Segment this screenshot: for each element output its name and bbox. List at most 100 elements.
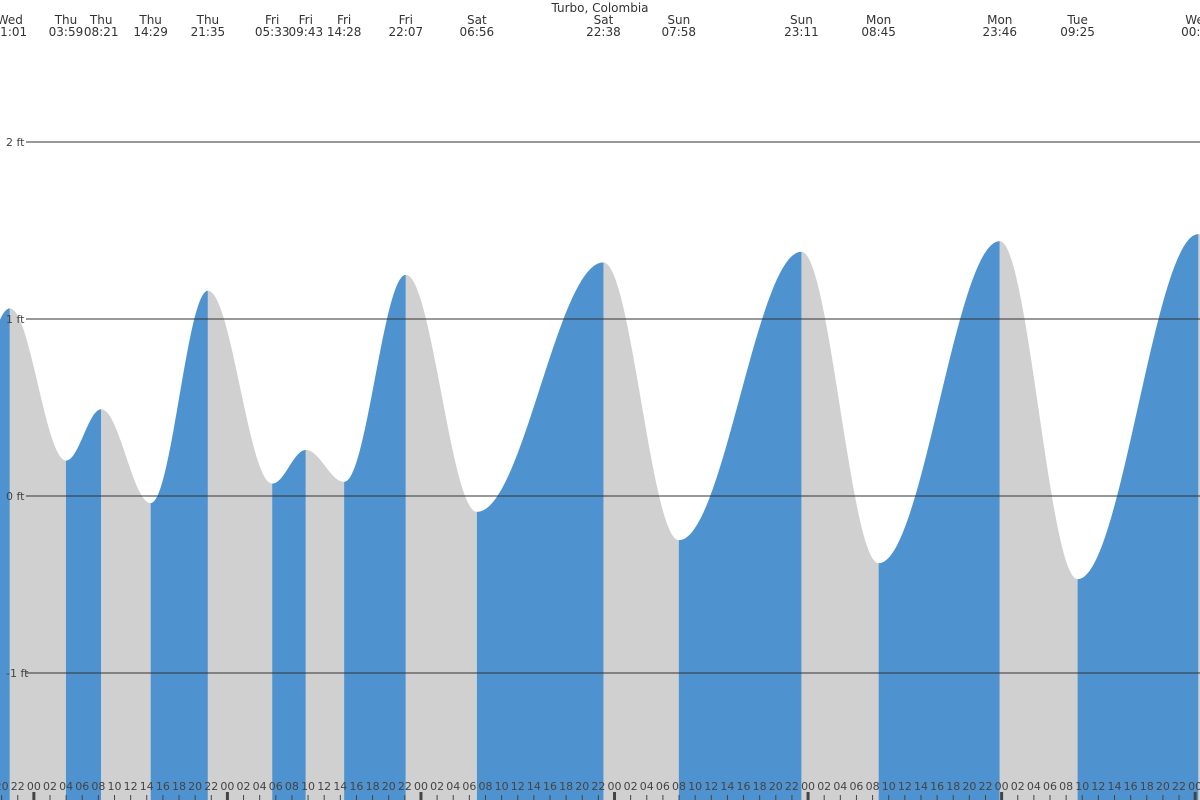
extreme-day-label: Fri: [265, 13, 279, 27]
hour-tick-label: 08: [478, 780, 492, 793]
hour-tick-label: 04: [253, 780, 267, 793]
hour-tick-label: 22: [591, 780, 605, 793]
extreme-time-label: 14:28: [327, 25, 362, 39]
hour-tick-label: 20: [962, 780, 976, 793]
hour-tick-label: 14: [140, 780, 154, 793]
hour-tick-label: 12: [124, 780, 138, 793]
hour-tick-label: 18: [172, 780, 186, 793]
hour-tick-label: 02: [43, 780, 57, 793]
hour-tick-label: 16: [1124, 780, 1138, 793]
hour-tick-label: 02: [1011, 780, 1025, 793]
hour-tick-label: 08: [91, 780, 105, 793]
rising-tide-segment: [344, 274, 406, 800]
hour-tick-label: 22: [11, 780, 25, 793]
rising-tide-segment: [678, 251, 802, 800]
rising-tide-segment: [1077, 234, 1199, 800]
hour-tick-label: 02: [237, 780, 251, 793]
hour-tick-label: 16: [737, 780, 751, 793]
hour-tick-label: 12: [317, 780, 331, 793]
hour-tick-label: 22: [978, 780, 992, 793]
hour-tick-label: 10: [495, 780, 509, 793]
extreme-day-label: Mon: [987, 13, 1012, 27]
extreme-day-label: Fri: [337, 13, 351, 27]
extreme-time-label: 08:45: [861, 25, 896, 39]
hour-tick-label: 18: [559, 780, 573, 793]
rising-tide-segment: [476, 262, 604, 800]
hour-tick-label: 20: [1156, 780, 1170, 793]
hour-tick-label: 20: [382, 780, 396, 793]
hour-tick-label: 00: [995, 780, 1009, 793]
hour-tick-label: 10: [1075, 780, 1089, 793]
y-tick-label: 2 ft: [6, 136, 25, 149]
extreme-day-label: Sat: [467, 13, 487, 27]
extreme-day-label: Tue: [1066, 13, 1088, 27]
extreme-day-label: Thu: [138, 13, 162, 27]
hour-tick-label: 06: [1043, 780, 1057, 793]
extreme-time-label: 07:58: [661, 25, 696, 39]
hour-tick-label: 22: [1172, 780, 1186, 793]
hour-tick-label: 08: [285, 780, 299, 793]
extreme-time-label: 08:21: [84, 25, 119, 39]
hour-tick-label: 16: [349, 780, 363, 793]
hour-tick-label: 14: [914, 780, 928, 793]
hour-tick-label: 00: [220, 780, 234, 793]
y-tick-label: -1 ft: [6, 667, 29, 680]
extreme-day-label: Fri: [299, 13, 313, 27]
hour-tick-label: 04: [640, 780, 654, 793]
y-tick-label: 0 ft: [6, 490, 25, 503]
hour-tick-label: 02: [624, 780, 638, 793]
hour-tick-label: 04: [59, 780, 73, 793]
extreme-time-label: 05:33: [255, 25, 290, 39]
hour-tick-label: 12: [1091, 780, 1105, 793]
extreme-time-label: 03:59: [49, 25, 84, 39]
hour-tick-label: 14: [1108, 780, 1122, 793]
hour-tick-label: 00: [801, 780, 815, 793]
hour-tick-label: 06: [75, 780, 89, 793]
hour-tick-label: 08: [1059, 780, 1073, 793]
hour-tick-label: 06: [849, 780, 863, 793]
hour-tick-label: 06: [269, 780, 283, 793]
hour-tick-label: 00: [27, 780, 41, 793]
hour-tick-label: 08: [866, 780, 880, 793]
extreme-time-label: 09:43: [289, 25, 324, 39]
hour-tick-label: 04: [1027, 780, 1041, 793]
extreme-day-label: Wed: [1185, 13, 1200, 27]
rising-tide-segment: [65, 409, 102, 800]
hour-tick-label: 04: [833, 780, 847, 793]
rising-tide-segment: [878, 241, 1000, 800]
hour-tick-label: 00: [608, 780, 622, 793]
hour-tick-label: 04: [446, 780, 460, 793]
hour-tick-label: 00: [1188, 780, 1200, 793]
hour-tick-label: 22: [398, 780, 412, 793]
extreme-labels: Wed21:01Thu03:59Thu08:21Thu14:29Thu21:35…: [0, 13, 1200, 39]
extreme-day-label: Thu: [89, 13, 113, 27]
hour-axis: 2022000204060810121416182022000204060810…: [0, 780, 1200, 800]
hour-tick-label: 06: [462, 780, 476, 793]
hour-tick-label: 20: [769, 780, 783, 793]
hour-tick-label: 10: [688, 780, 702, 793]
hour-tick-label: 10: [882, 780, 896, 793]
tide-areas: [0, 234, 1200, 800]
hour-tick-label: 14: [527, 780, 541, 793]
falling-tide-segment: [9, 308, 66, 800]
extreme-time-label: 22:38: [586, 25, 621, 39]
hour-tick-label: 12: [704, 780, 718, 793]
extreme-time-label: 14:29: [133, 25, 168, 39]
hour-tick-label: 20: [188, 780, 202, 793]
rising-tide-segment: [150, 290, 208, 800]
hour-tick-label: 12: [511, 780, 525, 793]
hour-tick-label: 18: [1140, 780, 1154, 793]
extreme-time-label: 23:46: [982, 25, 1017, 39]
extreme-time-label: 21:01: [0, 25, 27, 39]
hour-tick-label: 02: [817, 780, 831, 793]
grid-lines: [26, 141, 1200, 674]
hour-tick-label: 20: [575, 780, 589, 793]
extreme-day-label: Thu: [196, 13, 220, 27]
hour-tick-label: 02: [430, 780, 444, 793]
hour-tick-label: 16: [930, 780, 944, 793]
hour-tick-label: 10: [301, 780, 315, 793]
extreme-day-label: Wed: [0, 13, 23, 27]
hour-tick-label: 18: [946, 780, 960, 793]
falling-tide-segment: [603, 262, 679, 800]
